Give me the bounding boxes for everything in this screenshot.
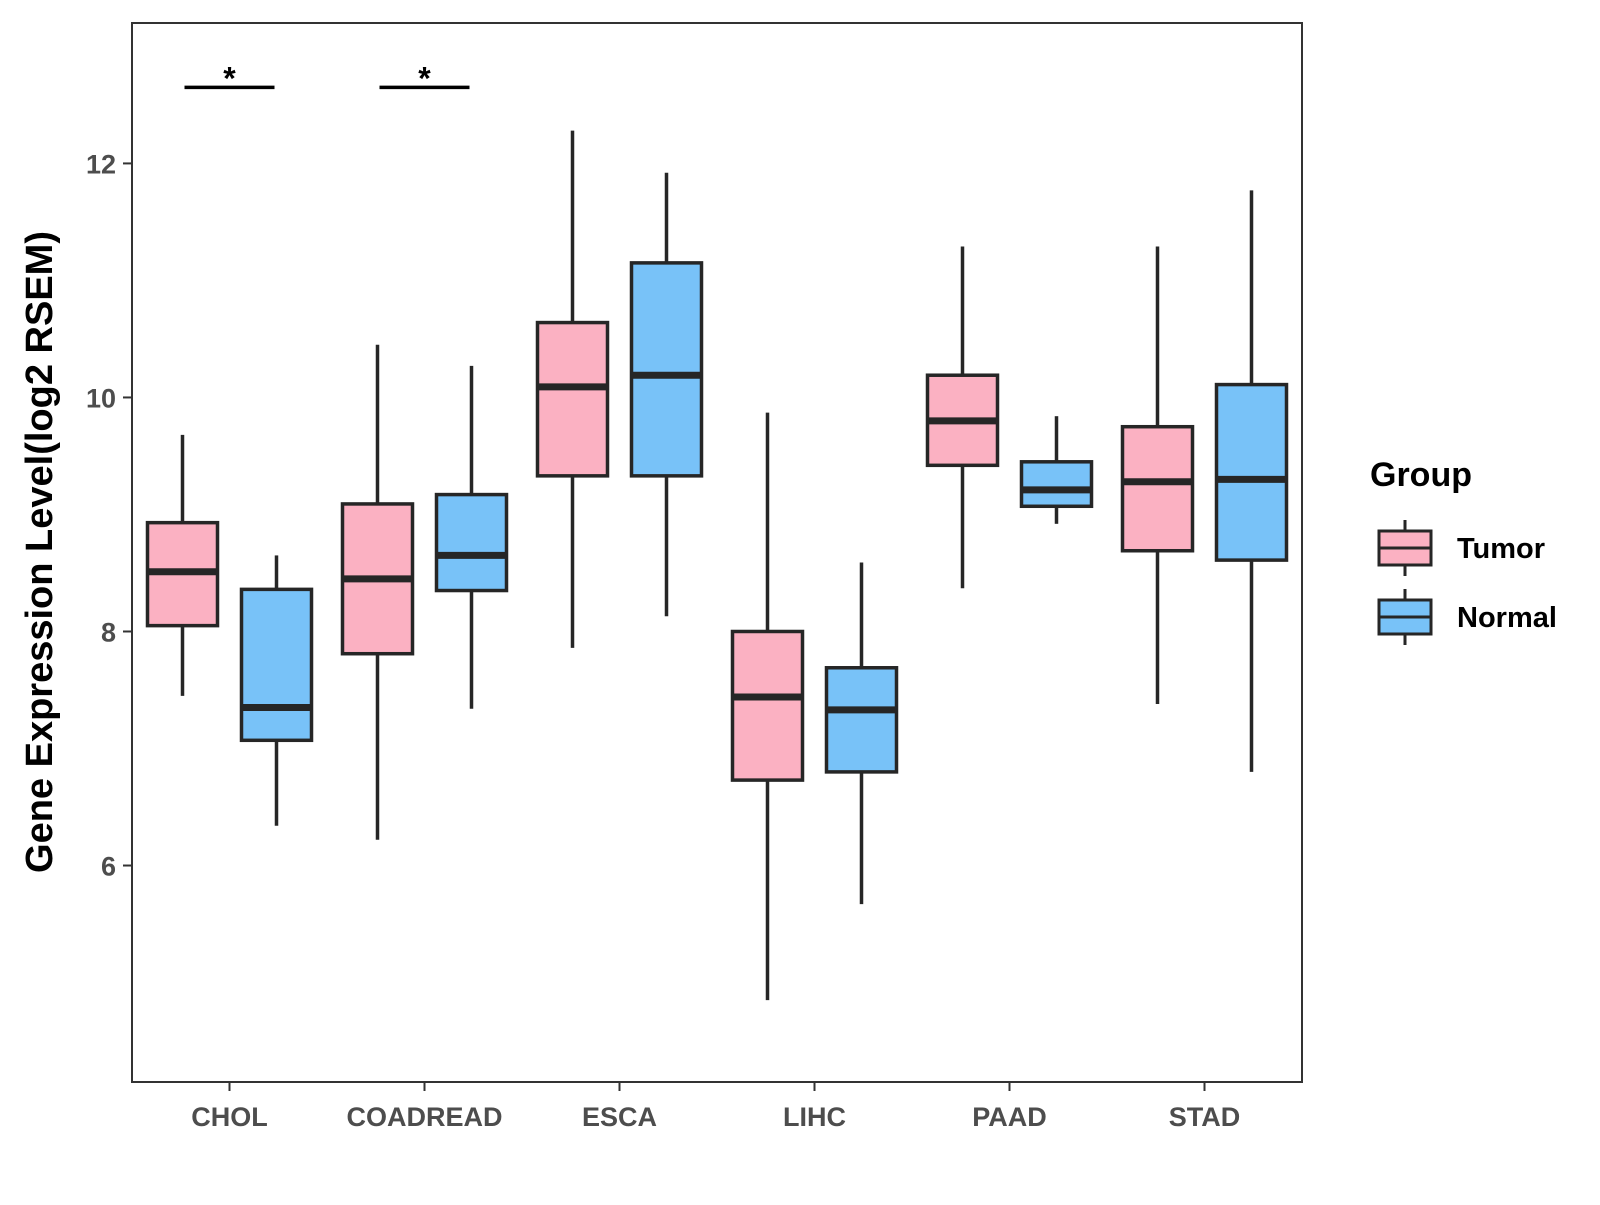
legend-item-tumor: Tumor <box>1377 520 1545 576</box>
box-tumor-esca <box>535 130 610 648</box>
box-normal-coadread <box>434 365 509 709</box>
box-tumor-stad <box>1120 246 1195 705</box>
x-tick-label-paad: PAAD <box>972 1102 1047 1132</box>
significance-annotations: * * <box>184 60 470 96</box>
x-axis: CHOL COADREAD ESCA LIHC PAAD STAD <box>191 1082 1240 1132</box>
box-iqr <box>1019 460 1094 509</box>
box-iqr <box>434 492 509 593</box>
x-tick-label-stad: STAD <box>1169 1102 1241 1132</box>
box-tumor-paad <box>925 246 1000 589</box>
y-tick-label: 8 <box>101 617 116 647</box>
box-iqr <box>629 261 704 478</box>
x-tick-label-chol: CHOL <box>191 1102 268 1132</box>
boxes-layer <box>145 130 1289 1001</box>
panel-border <box>131 22 1303 1083</box>
box-tumor-lihc <box>730 412 805 1001</box>
box-iqr <box>730 629 805 782</box>
significance-star: * <box>418 60 431 96</box>
box-normal-paad <box>1019 416 1094 524</box>
y-axis: 6 8 10 12 <box>86 149 132 882</box>
box-iqr <box>824 666 899 774</box>
box-iqr <box>1214 382 1289 562</box>
y-tick-label: 12 <box>86 149 116 179</box>
legend-label-normal: Normal <box>1457 602 1557 634</box>
x-tick-label-lihc: LIHC <box>783 1102 846 1132</box>
x-tick-label-coadread: COADREAD <box>346 1102 502 1132</box>
y-tick-label: 10 <box>86 383 116 413</box>
x-tick-label-esca: ESCA <box>582 1102 657 1132</box>
box-tumor-coadread <box>340 344 415 840</box>
legend: Group Tumor Normal <box>1370 456 1557 645</box>
box-iqr <box>535 320 610 478</box>
legend-label-tumor: Tumor <box>1457 533 1545 565</box>
box-normal-lihc <box>824 562 899 905</box>
box-normal-chol <box>239 555 314 826</box>
legend-title: Group <box>1370 456 1472 494</box>
significance-star: * <box>223 60 236 96</box>
box-normal-esca <box>629 172 704 617</box>
box-iqr <box>1120 424 1195 553</box>
box-normal-stad <box>1214 190 1289 772</box>
legend-item-normal: Normal <box>1377 589 1557 645</box>
box-tumor-chol <box>145 434 220 696</box>
y-tick-label: 6 <box>101 852 116 882</box>
y-axis-title: Gene Expression Level(log2 RSEM) <box>19 231 61 873</box>
box-iqr <box>239 587 314 743</box>
